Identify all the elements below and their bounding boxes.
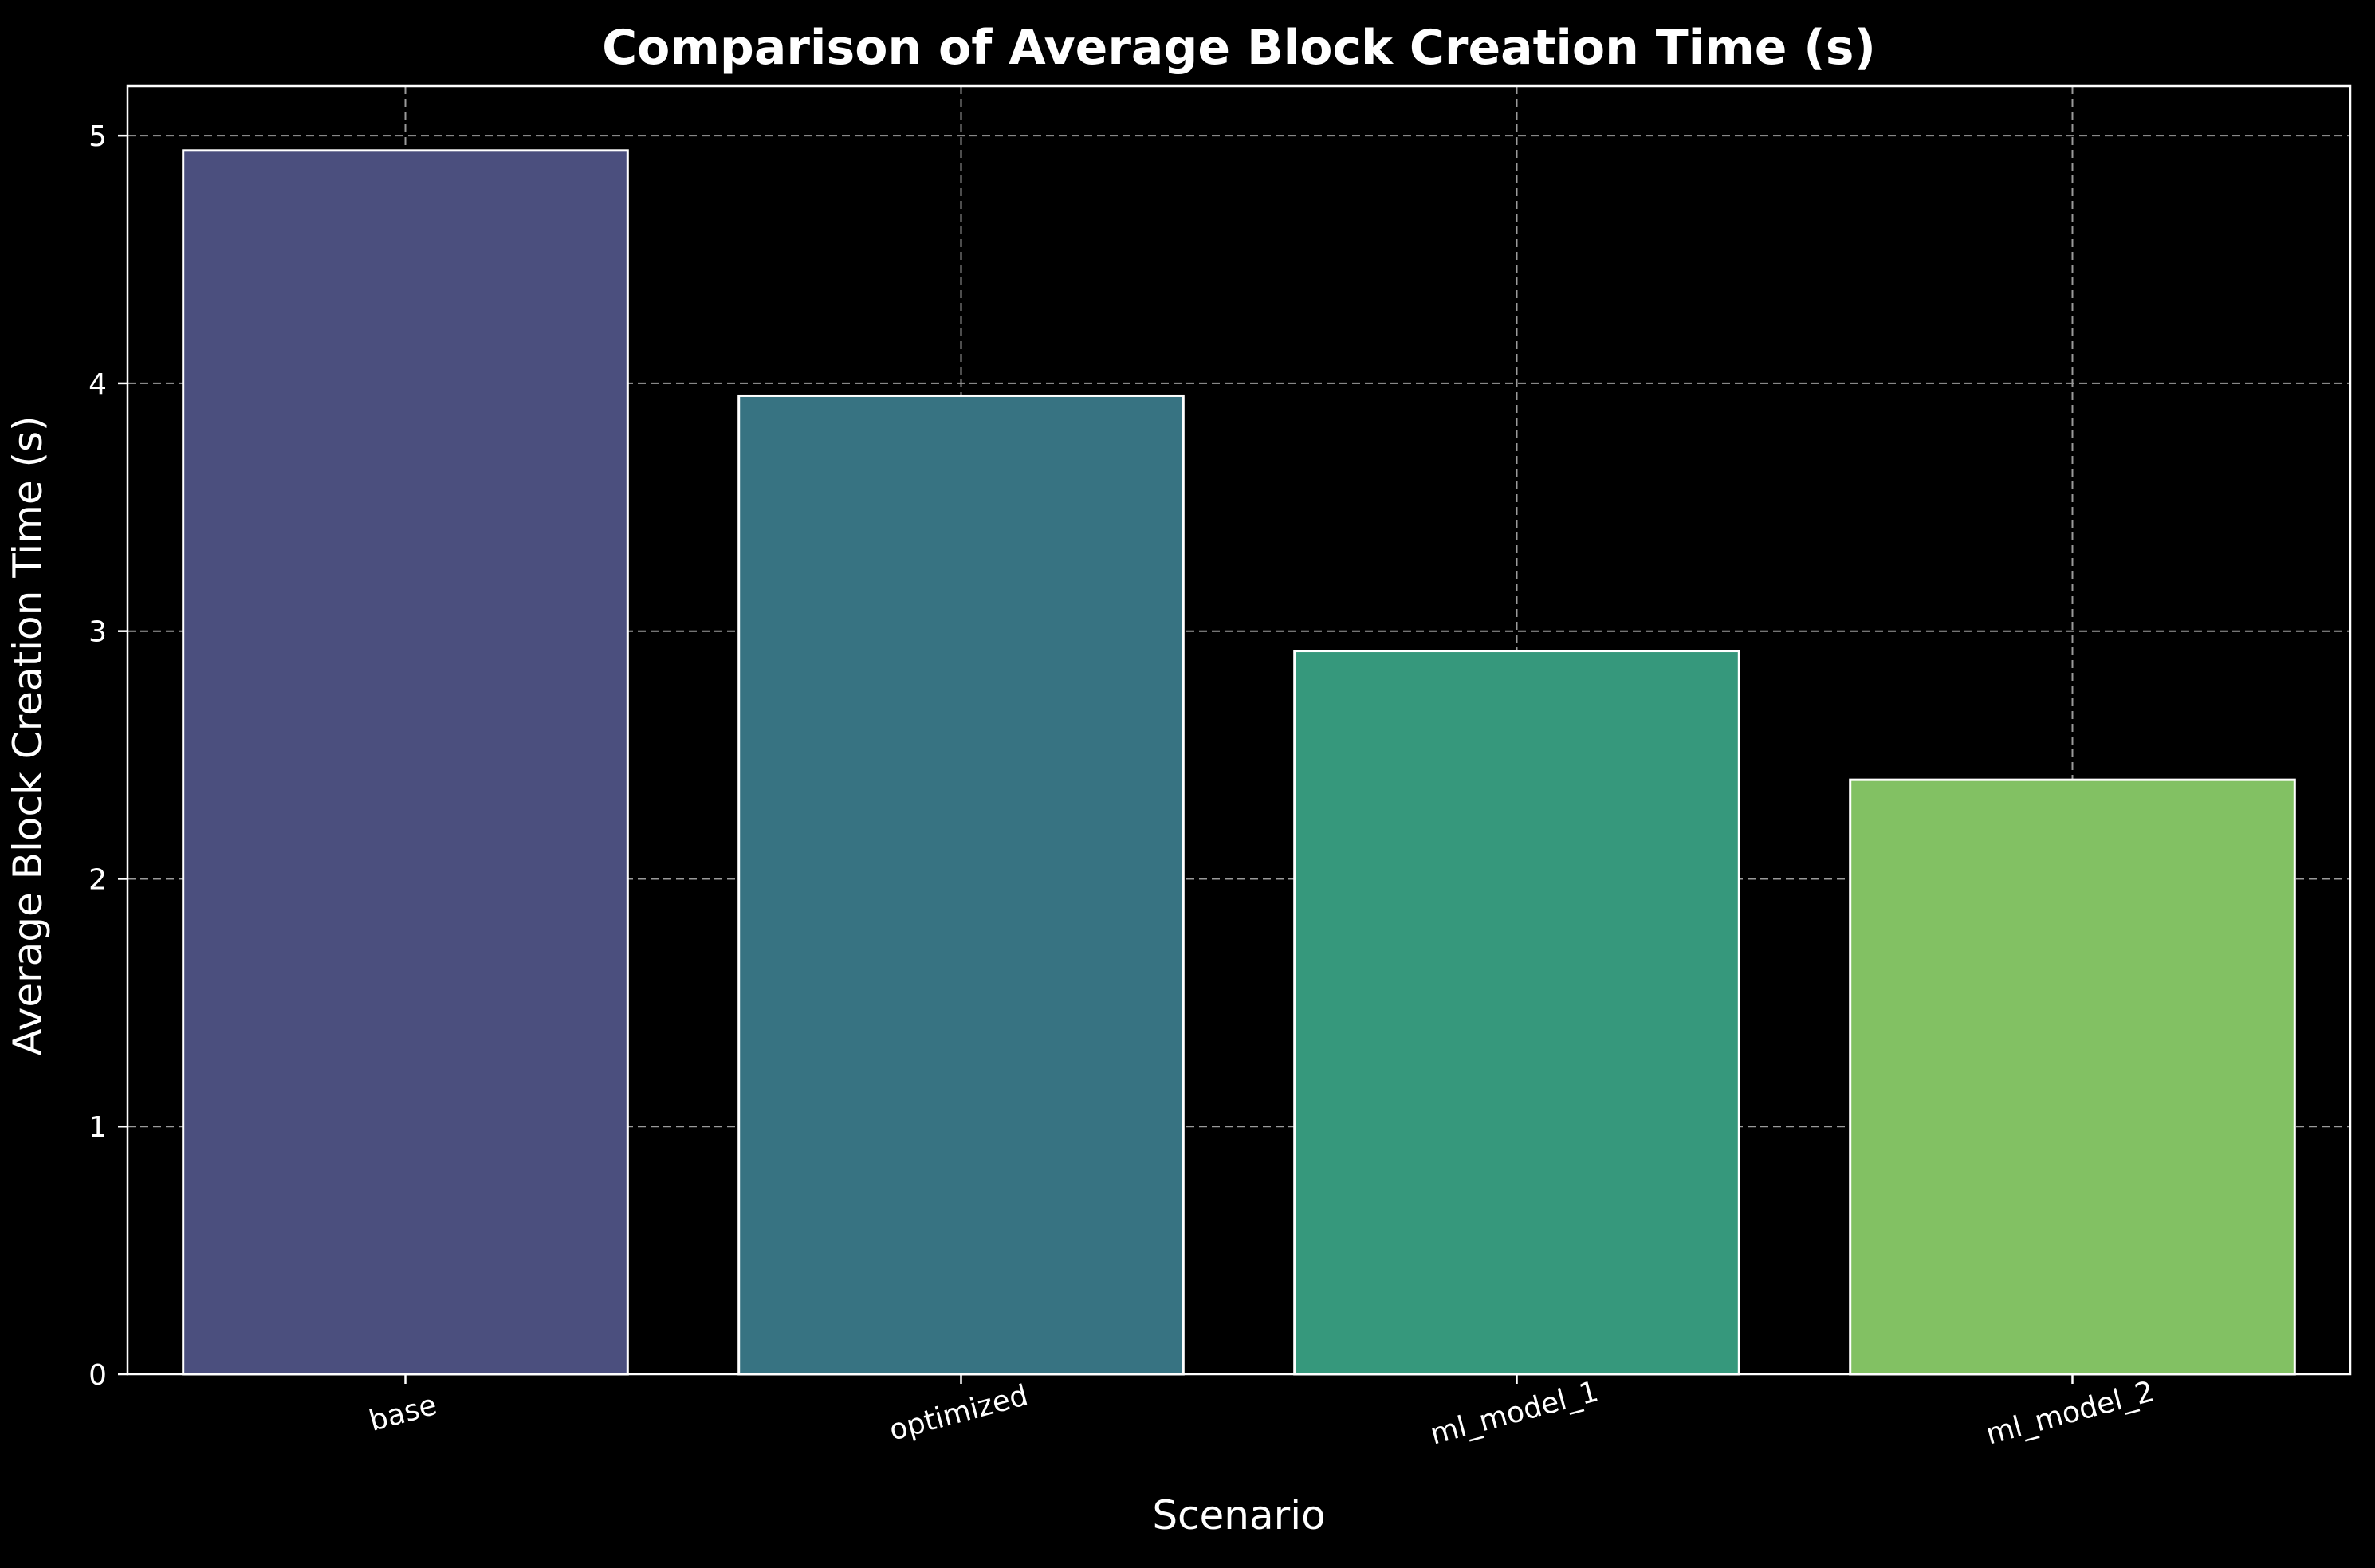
y-tick-label: 5 (88, 120, 107, 153)
y-axis-ticks: 0 1 2 3 4 5 (88, 120, 128, 1392)
y-axis-label: Average Block Creation Time (s) (5, 415, 51, 1055)
y-tick-label: 1 (88, 1111, 107, 1144)
bar-optimized (737, 394, 1185, 1376)
bar-base (182, 149, 629, 1376)
y-tick-label: 2 (88, 863, 107, 896)
y-tick-label: 3 (88, 616, 107, 649)
y-tick-label: 0 (88, 1359, 107, 1392)
bar-ml-model-2 (1849, 778, 2296, 1376)
x-axis-label: Scenario (1152, 1492, 1325, 1539)
bar-ml-model-1 (1293, 650, 1740, 1376)
chart-title: Comparison of Average Block Creation Tim… (602, 20, 1876, 76)
bars (182, 149, 2296, 1376)
y-tick-label: 4 (88, 368, 107, 401)
plot-frame (126, 84, 2352, 1376)
